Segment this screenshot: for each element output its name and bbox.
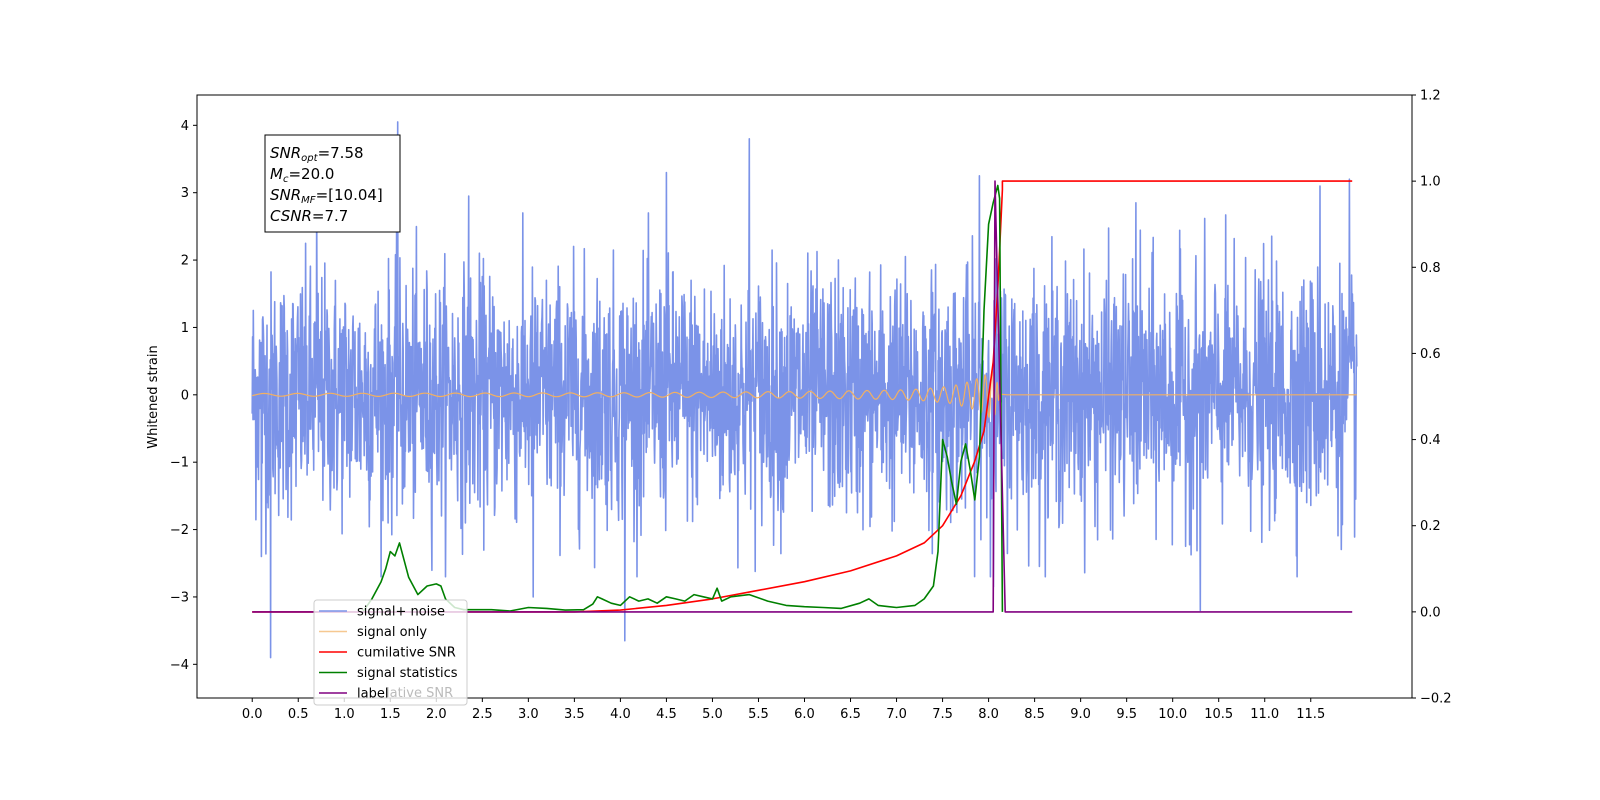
annotation-line: SNRMF=[10.04]: [270, 186, 383, 206]
x-tick-label: 10.0: [1158, 707, 1187, 722]
y-right-tick-label: 0.6: [1420, 347, 1441, 362]
x-axis: 0.0 0.5 1.0 1.5 2.0 2.5 3.0 3.5 4.0 4.5 5.0 5.5 6.0 6…: [242, 698, 1325, 722]
signal-statistics-line: [362, 184, 1004, 613]
x-tick-label: 1.5: [380, 707, 401, 722]
x-tick-label: 3.0: [518, 707, 539, 722]
annotation-line: SNRopt=7.58: [270, 144, 364, 164]
y-left-tick-label: −1: [170, 456, 189, 471]
x-tick-label: 11.5: [1296, 707, 1325, 722]
y-right-tick-label: −0.2: [1420, 692, 1452, 707]
legend-item-signal-statistics: signal statistics: [357, 666, 458, 681]
x-tick-label: 0.5: [288, 707, 309, 722]
x-tick-label: 7.5: [932, 707, 953, 722]
y-right-tick-label: 1.0: [1420, 175, 1441, 190]
y-left-tick-label: −2: [170, 523, 189, 538]
x-tick-label: 8.5: [1024, 707, 1045, 722]
legend-item-label: label: [357, 687, 388, 702]
y-right-tick-label: 1.2: [1420, 89, 1441, 104]
y-axis-left: −4 −3 −2 −1 0 1 2 3 4: [170, 119, 197, 673]
x-tick-label: 4.5: [656, 707, 677, 722]
x-tick-label: 5.5: [748, 707, 769, 722]
series-label: [252, 180, 1353, 613]
y-left-tick-label: 2: [181, 254, 189, 269]
legend-item-cumulative-snr: cumilative SNR: [357, 646, 456, 661]
y-right-tick-label: 0.8: [1420, 261, 1441, 276]
x-tick-label: 10.5: [1204, 707, 1233, 722]
label-line: [252, 180, 1353, 613]
y-axis-label: Whitened strain: [146, 345, 161, 448]
signal-only-line: [251, 369, 1357, 418]
x-tick-label: 6.5: [840, 707, 861, 722]
x-tick-label: 6.0: [794, 707, 815, 722]
signal-noise-line: [251, 121, 1358, 659]
y-right-tick-label: 0.2: [1420, 519, 1441, 534]
series-signal-only: [251, 369, 1357, 418]
legend-item-signal-only: signal only: [357, 625, 427, 640]
x-tick-label: 9.0: [1070, 707, 1091, 722]
annotation-line: Mc=20.0: [270, 165, 334, 185]
legend-item-signal-noise: signal+ noise: [357, 605, 445, 620]
y-axis-right: −0.2 0.0 0.2 0.4 0.6 0.8 1.0 1.2: [1412, 89, 1452, 707]
y-left-tick-label: 0: [181, 388, 189, 403]
ghost-text: lative SNR: [386, 686, 453, 701]
x-tick-label: 2.5: [472, 707, 493, 722]
x-tick-label: 3.5: [564, 707, 585, 722]
x-tick-label: 0.0: [242, 707, 263, 722]
x-tick-label: 2.0: [426, 707, 447, 722]
y-right-tick-label: 0.4: [1420, 433, 1441, 448]
x-tick-label: 4.0: [610, 707, 631, 722]
x-tick-label: 9.5: [1116, 707, 1137, 722]
x-tick-label: 5.0: [702, 707, 723, 722]
y-left-tick-label: 4: [181, 119, 189, 134]
x-tick-label: 1.0: [334, 707, 355, 722]
y-right-tick-label: 0.0: [1420, 605, 1441, 620]
x-tick-label: 11.0: [1250, 707, 1279, 722]
y-left-tick-label: 1: [181, 321, 189, 336]
legend: lative SNR signal+ noise signal only cumil…: [313, 599, 468, 706]
y-left-tick-label: 3: [181, 186, 189, 201]
series-signal-statistics: [362, 184, 1004, 613]
y-left-tick-label: −3: [170, 590, 189, 605]
x-tick-label: 7.0: [886, 707, 907, 722]
annotation-line: CSNR=7.7: [270, 207, 348, 225]
x-tick-label: 8.0: [978, 707, 999, 722]
series-signal-noise: [251, 121, 1358, 659]
y-left-tick-label: −4: [170, 658, 189, 673]
